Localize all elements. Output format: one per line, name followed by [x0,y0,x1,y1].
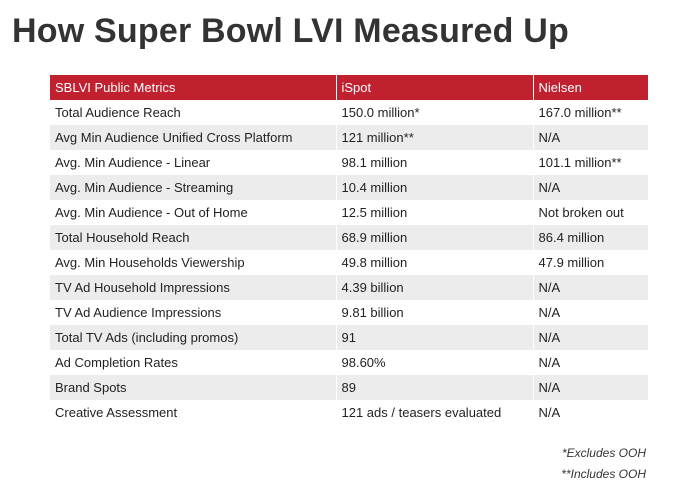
ispot-cell: 9.81 billion [336,300,534,325]
metric-cell: Ad Completion Rates [50,350,337,375]
ispot-cell: 98.60% [336,350,534,375]
column-header-nielsen: Nielsen [533,75,648,100]
ispot-cell: 121 ads / teasers evaluated [336,400,534,425]
metric-cell: Avg. Min Audience - Linear [50,150,337,175]
nielsen-cell: 101.1 million** [533,150,648,175]
metric-cell: Creative Assessment [50,400,337,425]
table-row: TV Ad Audience Impressions 9.81 billion … [50,300,648,325]
footnote-includes-ooh: **Includes OOH [561,467,646,481]
table-row: Avg Min Audience Unified Cross Platform … [50,125,648,150]
footnote-excludes-ooh: *Excludes OOH [561,446,646,460]
table-row: TV Ad Household Impressions 4.39 billion… [50,275,648,300]
table-row: Total Household Reach 68.9 million 86.4 … [50,225,648,250]
table-header-row: SBLVI Public Metrics iSpot Nielsen [50,75,648,100]
ispot-cell: 49.8 million [336,250,534,275]
table-row: Avg. Min Audience - Out of Home 12.5 mil… [50,200,648,225]
nielsen-cell: N/A [533,300,648,325]
metric-cell: TV Ad Audience Impressions [50,300,337,325]
metric-cell: Avg Min Audience Unified Cross Platform [50,125,337,150]
metric-cell: Total Audience Reach [50,100,337,125]
page-title: How Super Bowl LVI Measured Up [12,12,569,50]
ispot-cell: 98.1 million [336,150,534,175]
ispot-cell: 68.9 million [336,225,534,250]
nielsen-cell: N/A [533,325,648,350]
footnotes: *Excludes OOH **Includes OOH [561,443,646,485]
nielsen-cell: 47.9 million [533,250,648,275]
ispot-cell: 91 [336,325,534,350]
nielsen-cell: N/A [533,400,648,425]
table-row: Brand Spots 89 N/A [50,375,648,400]
metric-cell: Total Household Reach [50,225,337,250]
metric-cell: Brand Spots [50,375,337,400]
metric-cell: Avg. Min Audience - Out of Home [50,200,337,225]
ispot-cell: 10.4 million [336,175,534,200]
nielsen-cell: 167.0 million** [533,100,648,125]
metric-cell: TV Ad Household Impressions [50,275,337,300]
nielsen-cell: N/A [533,125,648,150]
ispot-cell: 121 million** [336,125,534,150]
table-row: Ad Completion Rates 98.60% N/A [50,350,648,375]
metric-cell: Avg. Min Audience - Streaming [50,175,337,200]
metric-cell: Avg. Min Households Viewership [50,250,337,275]
nielsen-cell: N/A [533,175,648,200]
ispot-cell: 12.5 million [336,200,534,225]
nielsen-cell: N/A [533,275,648,300]
nielsen-cell: N/A [533,375,648,400]
table-row: Creative Assessment 121 ads / teasers ev… [50,400,648,425]
ispot-cell: 4.39 billion [336,275,534,300]
column-header-metric: SBLVI Public Metrics [50,75,337,100]
table-row: Avg. Min Households Viewership 49.8 mill… [50,250,648,275]
nielsen-cell: 86.4 million [533,225,648,250]
table-row: Total TV Ads (including promos) 91 N/A [50,325,648,350]
column-header-ispot: iSpot [336,75,534,100]
ispot-cell: 150.0 million* [336,100,534,125]
metrics-table: SBLVI Public Metrics iSpot Nielsen Total… [50,75,648,425]
nielsen-cell: Not broken out [533,200,648,225]
ispot-cell: 89 [336,375,534,400]
metric-cell: Total TV Ads (including promos) [50,325,337,350]
table-row: Total Audience Reach 150.0 million* 167.… [50,100,648,125]
table-row: Avg. Min Audience - Linear 98.1 million … [50,150,648,175]
nielsen-cell: N/A [533,350,648,375]
table-row: Avg. Min Audience - Streaming 10.4 milli… [50,175,648,200]
